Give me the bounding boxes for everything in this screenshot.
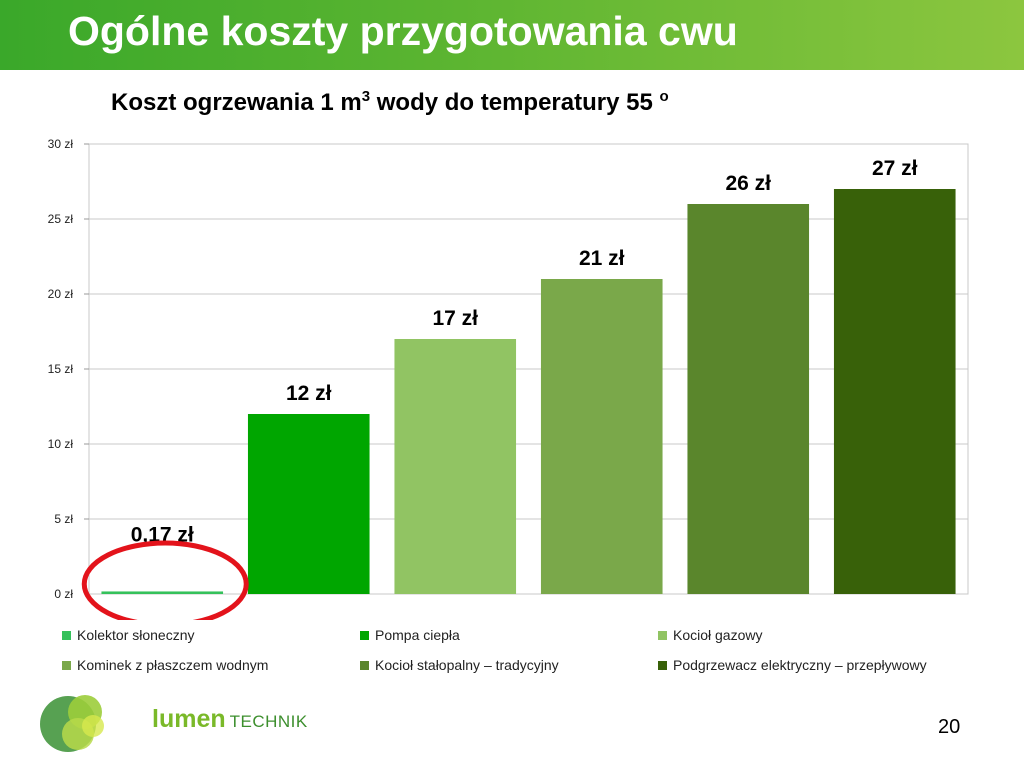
bar: [394, 339, 517, 594]
data-label: 17 zł: [432, 307, 478, 330]
bar-chart: 0 zł 5 zł 10 zł 15 zł 20 zł 25 zł 30 zł 0,17 zł…: [48, 137, 969, 620]
logo-text-small: TECHNIK: [229, 712, 308, 731]
legend-swatch: [62, 660, 71, 670]
legend-item: Pompa ciepła: [360, 624, 658, 646]
legend-swatch: [360, 660, 369, 670]
logo-text-bold: lumen: [152, 705, 226, 733]
legend-label: Kocioł gazowy: [673, 627, 763, 643]
subtitle-superscript: 3: [361, 88, 371, 105]
subtitle-main: Koszt ogrzewania 1 m: [111, 89, 362, 116]
legend-swatch: [62, 630, 71, 640]
subtitle-degree: o: [659, 88, 669, 105]
legend-item: Podgrzewacz elektryczny – przepływowy: [658, 654, 968, 676]
y-tick-label: 20 zł: [48, 287, 74, 301]
bar: [687, 204, 810, 594]
title-bar: Ogólne koszty przygotowania cwu: [0, 0, 1024, 70]
legend-swatch: [658, 660, 667, 670]
legend-label: Podgrzewacz elektryczny – przepływowy: [673, 657, 927, 673]
legend-item: Kocioł gazowy: [658, 624, 968, 646]
legend-swatch: [360, 630, 369, 640]
legend-swatch: [658, 630, 667, 640]
legend-item: Kocioł stałopalny – tradycyjny: [360, 654, 658, 676]
data-label: 26 zł: [725, 172, 771, 195]
legend-label: Pompa ciepła: [375, 627, 460, 643]
bar: [101, 591, 224, 594]
data-label: 27 zł: [872, 157, 918, 180]
chart-subtitle: Koszt ogrzewania 1 m3 wody do temperatur…: [111, 88, 669, 117]
company-logo: lumen TECHNIK: [38, 692, 307, 754]
legend-label: Kocioł stałopalny – tradycyjny: [375, 657, 559, 673]
y-tick-label: 10 zł: [48, 437, 74, 451]
legend-label: Kominek z płaszczem wodnym: [77, 657, 269, 673]
y-tick-label: 15 zł: [48, 362, 74, 376]
data-label: 21 zł: [579, 247, 625, 270]
bar: [247, 414, 370, 594]
slide-title: Ogólne koszty przygotowania cwu: [68, 8, 738, 54]
subtitle-rest: wody do temperatury 55: [370, 89, 660, 116]
data-label: 12 zł: [286, 382, 332, 405]
y-tick-label: 5 zł: [54, 512, 73, 526]
page-number: 20: [938, 716, 961, 738]
legend-item: Kolektor słoneczny: [62, 624, 360, 646]
legend-item: Kominek z płaszczem wodnym: [62, 654, 360, 676]
bar: [540, 279, 663, 594]
y-tick-label: 0 zł: [54, 587, 73, 601]
chart-legend: Kolektor słoneczny Pompa ciepła Kocioł gaz…: [62, 624, 982, 676]
bar: [833, 189, 956, 594]
y-tick-label: 30 zł: [48, 137, 74, 151]
highlight-ellipse: [81, 540, 249, 620]
data-label: 0,17 zł: [131, 524, 194, 547]
legend-label: Kolektor słoneczny: [77, 627, 195, 643]
logo-circles-icon: [40, 695, 104, 752]
y-tick-label: 25 zł: [48, 212, 74, 226]
logo-text: lumen TECHNIK: [152, 705, 308, 734]
